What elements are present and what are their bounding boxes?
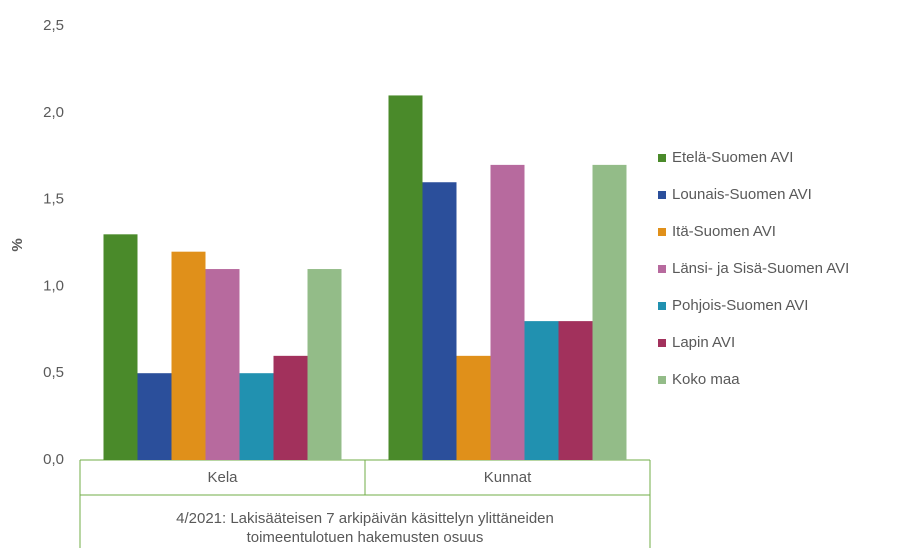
y-tick-label: 0,5 <box>43 364 64 381</box>
y-tick-label: 1,5 <box>43 191 64 208</box>
x-axis-label: 4/2021: Lakisääteisen 7 arkipäivän käsit… <box>176 510 554 527</box>
legend-label: Etelä-Suomen AVI <box>672 149 793 166</box>
bar <box>592 164 627 460</box>
legend-label: Koko maa <box>672 371 740 388</box>
legend-swatch <box>658 302 666 310</box>
bar <box>558 321 593 460</box>
legend-label: Lapin AVI <box>672 334 735 351</box>
x-axis-label: toimeentulotuen hakemusten osuus <box>247 529 484 546</box>
x-tick-label: Kunnat <box>484 469 532 486</box>
legend-label: Pohjois-Suomen AVI <box>672 297 808 314</box>
legend-label: Itä-Suomen AVI <box>672 223 776 240</box>
bar <box>273 355 308 460</box>
bar <box>524 321 559 460</box>
y-tick-label: 2,0 <box>43 104 64 121</box>
bar <box>171 251 206 460</box>
y-tick-label: 0,0 <box>43 451 64 468</box>
y-tick-label: 1,0 <box>43 277 64 294</box>
bar <box>456 355 491 460</box>
bar <box>205 269 240 460</box>
legend-label: Länsi- ja Sisä-Suomen AVI <box>672 260 849 277</box>
legend-swatch <box>658 228 666 236</box>
legend-swatch <box>658 265 666 273</box>
bar <box>422 182 457 461</box>
bar <box>103 234 138 460</box>
bar <box>239 373 274 460</box>
legend-label: Lounais-Suomen AVI <box>672 186 812 203</box>
bar <box>490 164 525 460</box>
bar <box>137 373 172 460</box>
y-axis-label: % <box>9 238 26 251</box>
bar <box>307 269 342 460</box>
y-tick-label: 2,5 <box>43 17 64 34</box>
legend-swatch <box>658 191 666 199</box>
legend-swatch <box>658 339 666 347</box>
legend-swatch <box>658 376 666 384</box>
x-tick-label: Kela <box>207 469 238 486</box>
bar <box>388 95 423 460</box>
legend-swatch <box>658 154 666 162</box>
